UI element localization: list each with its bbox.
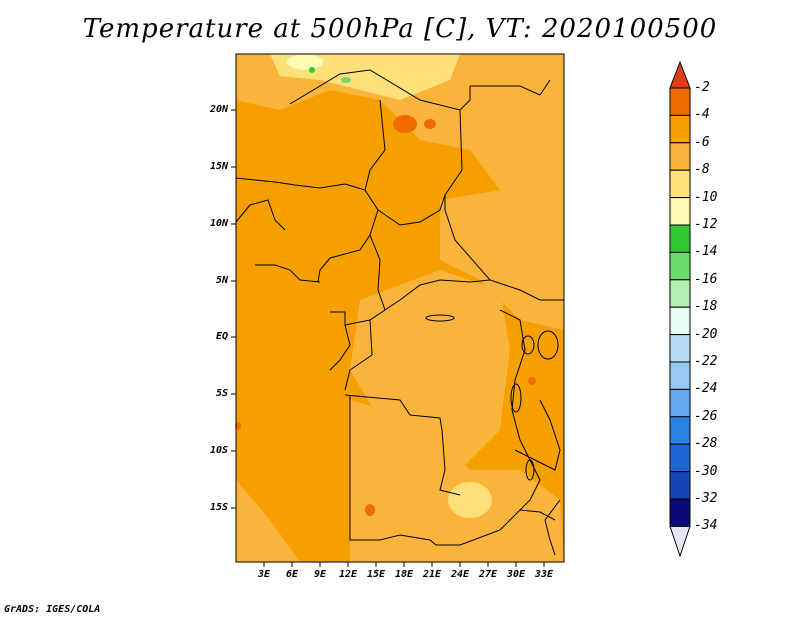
colorbar-label: -14 bbox=[694, 244, 718, 259]
contour-region-ocean bbox=[236, 260, 350, 562]
lat-label-10s: 10S bbox=[209, 445, 228, 456]
colorbar-swatch-5 bbox=[669, 197, 691, 226]
colorbar-label: -10 bbox=[694, 190, 718, 205]
colorbar-label: -18 bbox=[694, 299, 718, 314]
colorbar-label: -8 bbox=[694, 162, 710, 177]
lon-label-18e: 18E bbox=[394, 569, 414, 580]
colorbar-label: -6 bbox=[694, 135, 710, 150]
map-title: Temperature at 500hPa [C], VT: 202010050… bbox=[82, 14, 718, 44]
colorbar-swatch-16 bbox=[669, 498, 691, 527]
colorbar-label: -16 bbox=[694, 272, 718, 287]
lon-label-21e: 21E bbox=[422, 569, 442, 580]
colorbar-swatch-8 bbox=[669, 279, 691, 308]
colorbar-swatch-7 bbox=[669, 251, 691, 281]
contour-region-green-2 bbox=[341, 77, 351, 83]
contour-region-light-east bbox=[440, 180, 564, 330]
lon-label-9e: 9E bbox=[313, 569, 327, 580]
colorbar-swatch-10 bbox=[669, 334, 691, 363]
colorbar-swatch-13 bbox=[669, 416, 691, 445]
lat-label-10n: 10N bbox=[209, 218, 228, 229]
lat-label-eq: EQ bbox=[215, 331, 228, 342]
lon-label-33e: 33E bbox=[534, 569, 554, 580]
contour-region-light-north bbox=[236, 54, 564, 200]
contour-region-green-1 bbox=[309, 67, 315, 73]
lon-label-12e: 12E bbox=[338, 569, 358, 580]
lon-label-27e: 27E bbox=[478, 569, 498, 580]
colorbar-label: -34 bbox=[694, 518, 718, 533]
lon-label-15e: 15E bbox=[366, 569, 386, 580]
lon-label-30e: 30E bbox=[506, 569, 526, 580]
colorbar-bottom-arrow bbox=[669, 525, 691, 558]
contour-region-pale bbox=[287, 54, 323, 70]
colorbar-top-arrow bbox=[669, 60, 691, 89]
country-borders bbox=[235, 69, 564, 556]
lat-label-5n: 5N bbox=[215, 275, 228, 286]
lon-label-3e: 3E bbox=[257, 569, 271, 580]
lat-label-20n: 20N bbox=[209, 104, 228, 115]
colorbar-swatch-2 bbox=[669, 114, 691, 144]
colorbar-label: -32 bbox=[694, 491, 718, 506]
contour-region-warm-1 bbox=[393, 115, 417, 133]
contour-region-light-south bbox=[350, 400, 564, 562]
colorbar-swatch-3 bbox=[669, 142, 691, 171]
lon-label-24e: 24E bbox=[450, 569, 470, 580]
lat-label-15n: 15N bbox=[209, 161, 228, 172]
lon-label-6e: 6E bbox=[285, 569, 299, 580]
contour-region-yellow-south bbox=[448, 482, 492, 518]
grads-credit: GrADS: IGES/COLA bbox=[4, 604, 101, 615]
colorbar-label: -20 bbox=[694, 327, 718, 342]
lat-label-15s: 15S bbox=[209, 502, 228, 513]
lake-outlines bbox=[425, 314, 559, 481]
colorbar-swatch-12 bbox=[669, 388, 691, 418]
map-frame bbox=[235, 53, 565, 563]
axis-ticks bbox=[231, 109, 545, 567]
colorbar-swatch-15 bbox=[669, 471, 691, 500]
colorbar-swatch-4 bbox=[669, 169, 691, 199]
lat-label-5s: 5S bbox=[215, 388, 228, 399]
colorbar bbox=[669, 60, 691, 558]
colorbar-label: -4 bbox=[694, 107, 710, 122]
contour-region-warm-3 bbox=[528, 377, 536, 385]
colorbar-swatch-14 bbox=[669, 443, 691, 473]
colorbar-swatch-9 bbox=[669, 306, 691, 336]
contour-region-warm-5 bbox=[365, 504, 375, 516]
colorbar-swatch-1 bbox=[669, 87, 691, 116]
colorbar-swatch-11 bbox=[669, 361, 691, 390]
contour-region-warm-2 bbox=[424, 119, 436, 129]
colorbar-label: -24 bbox=[694, 381, 718, 396]
colorbar-label: -30 bbox=[694, 464, 718, 479]
colorbar-label: -28 bbox=[694, 436, 718, 451]
colorbar-label: -22 bbox=[694, 354, 718, 369]
colorbar-label: -26 bbox=[694, 409, 718, 424]
colorbar-label: -2 bbox=[694, 80, 710, 95]
colorbar-swatch-6 bbox=[669, 224, 691, 253]
colorbar-label: -12 bbox=[694, 217, 718, 232]
